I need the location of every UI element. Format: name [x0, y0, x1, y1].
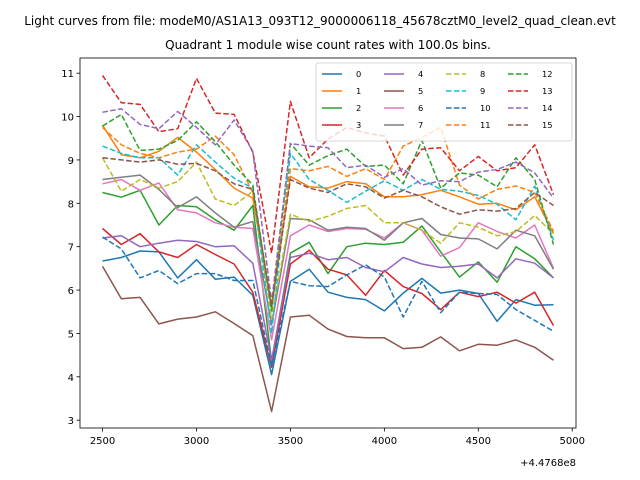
x-tick-label: 3000 [184, 436, 209, 447]
x-tick-label: 2500 [90, 436, 115, 447]
legend-label-13: 13 [542, 86, 553, 96]
legend-label-1: 1 [356, 86, 361, 96]
y-tick-label: 11 [61, 69, 74, 80]
legend-label-5: 5 [418, 86, 423, 96]
legend-label-3: 3 [356, 120, 361, 130]
y-tick-label: 3 [68, 416, 74, 427]
series-line-8 [101, 157, 555, 320]
series-line-12 [102, 113, 555, 312]
series-line-1 [101, 124, 555, 310]
legend-label-11: 11 [480, 120, 491, 130]
legend-frame [315, 62, 573, 142]
x-tick-label: 3500 [278, 436, 303, 447]
y-tick-label: 9 [68, 156, 74, 167]
series-line-13 [101, 74, 555, 254]
legend-label-8: 8 [480, 69, 485, 79]
series-line-10 [102, 236, 554, 367]
series-line-4 [102, 235, 554, 362]
legend-label-10: 10 [480, 103, 491, 113]
y-tick-label: 5 [68, 329, 74, 340]
legend-label-4: 4 [418, 69, 423, 79]
y-tick-label: 4 [68, 373, 74, 384]
legend-label-14: 14 [542, 103, 553, 113]
y-tick-label: 7 [68, 243, 74, 254]
series-line-5 [101, 265, 554, 413]
x-tick-label: 4500 [466, 436, 491, 447]
legend-label-9: 9 [480, 86, 485, 96]
series-line-14 [102, 108, 555, 303]
x-offset-label: +4.4768e8 [520, 458, 576, 469]
chart-title-line2: Quadrant 1 module wise count rates with … [165, 38, 491, 52]
series-line-15 [102, 157, 554, 308]
x-tick-label: 4000 [372, 436, 397, 447]
legend-label-6: 6 [418, 103, 423, 113]
series-line-11 [101, 126, 555, 306]
series-line-6 [102, 178, 555, 341]
legend-label-15: 15 [542, 120, 553, 130]
y-tick-label: 10 [61, 113, 74, 124]
series-layer [101, 74, 555, 413]
y-tick-label: 8 [68, 199, 74, 210]
x-tick-label: 5000 [560, 436, 585, 447]
legend-label-2: 2 [356, 103, 361, 113]
plot-frame [79, 57, 577, 429]
y-axis: 3 4 5 6 7 8 9 10 11 [61, 69, 80, 427]
series-line-9 [102, 144, 555, 335]
legend-label-0: 0 [356, 69, 361, 79]
y-tick-label: 6 [68, 286, 74, 297]
legend-label-7: 7 [418, 120, 423, 130]
series-line-7 [102, 174, 555, 326]
series-line-2 [102, 189, 555, 363]
x-axis: 2500 3000 3500 4000 4500 5000 [90, 428, 585, 447]
legend-label-12: 12 [542, 69, 553, 79]
chart-title-line1: Light curves from file: modeM0/AS1A13_09… [24, 14, 616, 28]
series-line-3 [102, 227, 555, 369]
